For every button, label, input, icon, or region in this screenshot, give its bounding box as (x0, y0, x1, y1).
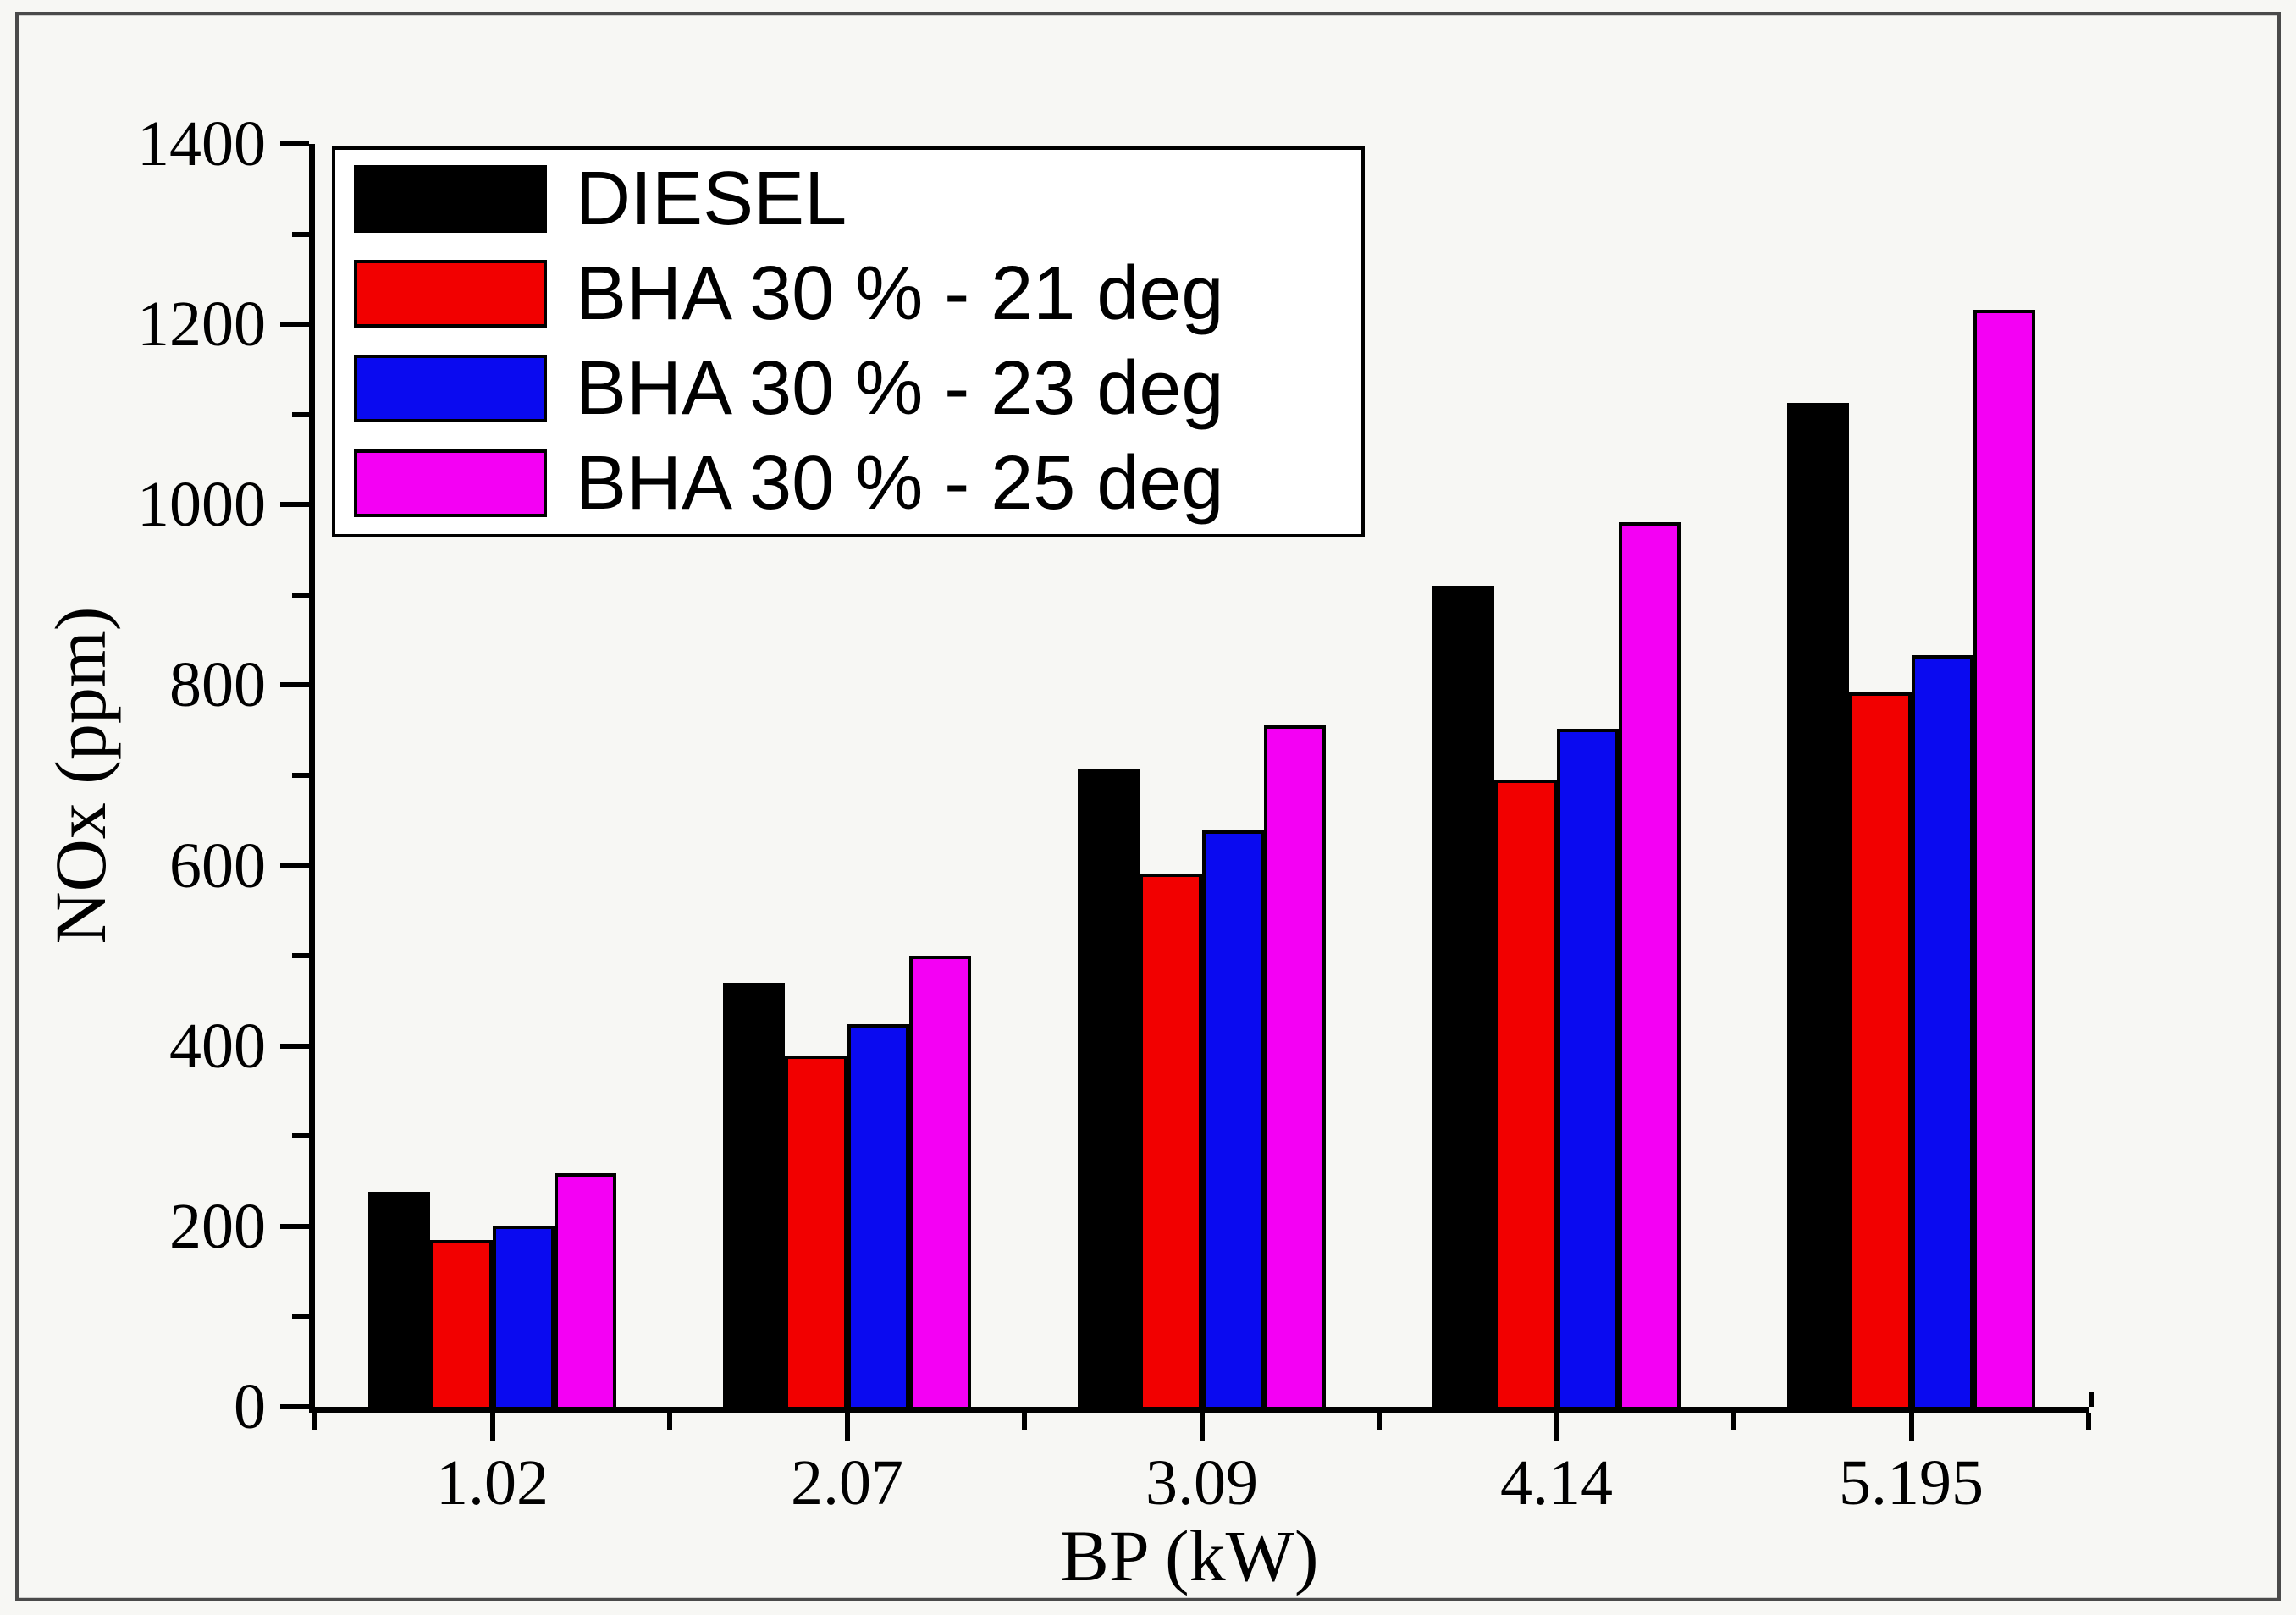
y-minor-tick-1100 (292, 411, 309, 417)
legend-label: BHA 30 % - 21 deg (576, 251, 1224, 336)
bar-bha-30-23-deg-5.195 (1911, 655, 1973, 1407)
x-major-tick-1.02 (489, 1413, 495, 1441)
y-minor-tick-300 (292, 1133, 309, 1139)
bar-bha-30-25-deg-4.14 (1618, 521, 1681, 1407)
x-minor-tick-3 (1377, 1413, 1382, 1430)
y-minor-tick-900 (292, 592, 309, 598)
bar-bha-30-25-deg-2.07 (908, 956, 971, 1407)
bar-diesel-1.02 (368, 1192, 431, 1407)
y-tick-label-1200: 1200 (137, 289, 266, 361)
x-tick-label-2.07: 2.07 (791, 1447, 903, 1519)
legend-label: BHA 30 % - 25 deg (576, 441, 1224, 526)
bar-bha-30-23-deg-1.02 (492, 1225, 555, 1407)
legend-entry-bha-30-23-deg: BHA 30 % - 23 deg (354, 346, 1344, 431)
y-tick-label-1000: 1000 (137, 469, 266, 541)
bar-bha-30-23-deg-2.07 (847, 1024, 909, 1407)
bar-bha-30-21-deg-1.02 (430, 1239, 493, 1407)
bar-group-2.07 (670, 144, 1024, 1407)
y-tick-label-1400: 1400 (137, 108, 266, 179)
y-major-tick-800 (280, 682, 309, 688)
x-axis-title: BP (kW) (1060, 1515, 1319, 1596)
y-major-tick-0 (280, 1404, 309, 1409)
y-axis-title: NOx (ppm) (40, 606, 121, 945)
bar-group-5.195 (1734, 144, 2089, 1407)
y-tick-label-0: 0 (234, 1371, 266, 1442)
bar-diesel-2.07 (723, 983, 786, 1407)
y-major-tick-1400 (280, 141, 309, 146)
legend-entry-bha-30-21-deg: BHA 30 % - 21 deg (354, 251, 1344, 336)
y-minor-tick-1300 (292, 231, 309, 237)
x-axis-end-tick (2089, 1392, 2094, 1407)
legend-swatch-icon (354, 260, 547, 328)
x-minor-tick-5 (2086, 1413, 2091, 1430)
bar-diesel-4.14 (1432, 586, 1495, 1407)
bar-group-1.02 (315, 144, 670, 1407)
bar-bha-30-21-deg-4.14 (1494, 780, 1557, 1407)
y-major-tick-1200 (280, 322, 309, 328)
bar-diesel-3.09 (1078, 769, 1140, 1407)
x-minor-tick-0 (312, 1413, 317, 1430)
y-minor-tick-100 (292, 1314, 309, 1320)
y-tick-label-400: 400 (169, 1010, 266, 1082)
bar-bha-30-23-deg-3.09 (1201, 830, 1264, 1407)
bar-bha-30-25-deg-1.02 (554, 1172, 616, 1407)
bar-bha-30-21-deg-2.07 (785, 1056, 847, 1407)
legend: DIESEL BHA 30 % - 21 deg BHA 30 % - 23 deg… (332, 146, 1365, 537)
bar-bha-30-25-deg-3.09 (1263, 725, 1326, 1407)
legend-swatch-icon (354, 355, 547, 422)
y-tick-label-200: 200 (169, 1190, 266, 1262)
x-tick-label-4.14: 4.14 (1500, 1447, 1613, 1519)
bar-diesel-5.195 (1787, 402, 1850, 1407)
legend-label: DIESEL (576, 157, 847, 241)
bar-group-3.09 (1024, 144, 1379, 1407)
x-minor-tick-1 (667, 1413, 672, 1430)
bar-bha-30-23-deg-4.14 (1556, 728, 1619, 1407)
legend-label: BHA 30 % - 23 deg (576, 346, 1224, 431)
bar-bha-30-21-deg-5.195 (1849, 692, 1912, 1407)
y-minor-tick-500 (292, 953, 309, 959)
x-tick-label-1.02: 1.02 (436, 1447, 549, 1519)
bar-group-4.14 (1379, 144, 1734, 1407)
y-minor-tick-700 (292, 773, 309, 778)
legend-swatch-icon (354, 165, 547, 233)
legend-swatch-icon (354, 449, 547, 517)
legend-entry-bha-30-25-deg: BHA 30 % - 25 deg (354, 441, 1344, 526)
x-major-tick-3.09 (1199, 1413, 1205, 1441)
figure-border (15, 12, 2281, 1601)
x-minor-tick-4 (1731, 1413, 1736, 1430)
y-major-tick-600 (280, 863, 309, 868)
legend-entry-diesel: DIESEL (354, 157, 1344, 241)
plot-area: 0 200 400 600 800 1000 1200 1400 1.02 2.07 3.09 4.… (137, 112, 2094, 1515)
y-major-tick-200 (280, 1223, 309, 1229)
y-major-tick-1000 (280, 502, 309, 508)
x-minor-tick-2 (1022, 1413, 1027, 1430)
bar-bha-30-25-deg-5.195 (1973, 310, 2035, 1407)
x-major-tick-2.07 (844, 1413, 850, 1441)
y-major-tick-400 (280, 1043, 309, 1049)
bar-bha-30-21-deg-3.09 (1140, 874, 1202, 1407)
y-tick-label-800: 800 (169, 649, 266, 721)
y-tick-label-600: 600 (169, 830, 266, 901)
x-major-tick-4.14 (1554, 1413, 1559, 1441)
x-tick-label-5.195: 5.195 (1839, 1447, 1984, 1519)
x-tick-label-3.09: 3.09 (1145, 1447, 1258, 1519)
x-major-tick-5.195 (1908, 1413, 1914, 1441)
